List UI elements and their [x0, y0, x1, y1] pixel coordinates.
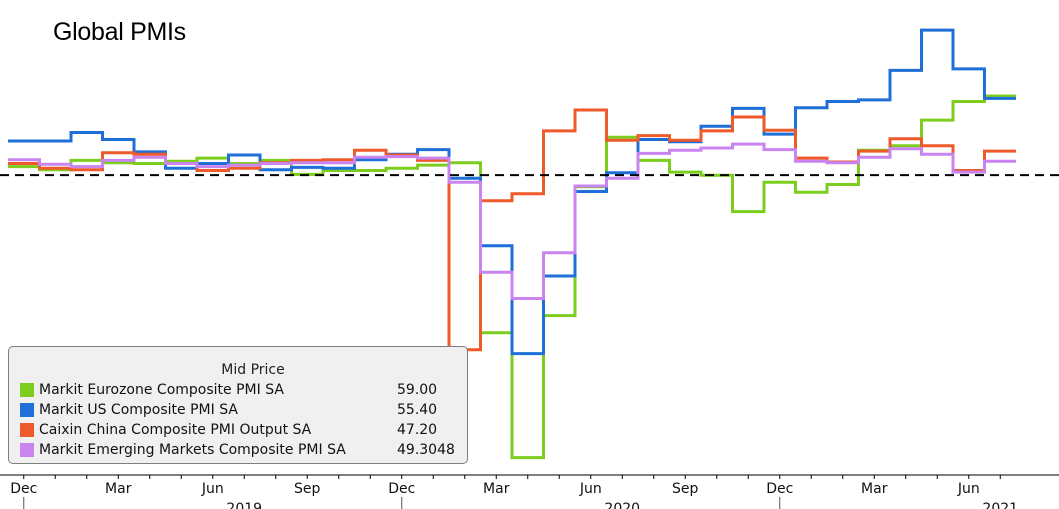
legend-title: Mid Price — [221, 362, 285, 378]
x-year-label: 2020 — [604, 501, 640, 509]
x-tick-label: Jun — [201, 481, 224, 497]
x-year-label: 2019 — [226, 501, 262, 509]
legend-swatch-emerging — [20, 443, 34, 457]
legend-item-emerging: Markit Emerging Markets Composite PMI SA… — [9, 440, 467, 460]
legend-value-eurozone: 59.00 — [397, 382, 438, 398]
legend: Mid Price Markit Eurozone Composite PMI … — [8, 346, 468, 464]
legend-item-us: Markit US Composite PMI SA 55.40 — [9, 400, 467, 420]
x-tick-label: Mar — [861, 481, 888, 497]
x-tick-label: Mar — [483, 481, 510, 497]
series-layer — [8, 28, 1016, 460]
legend-item-china: Caixin China Composite PMI Output SA 47.… — [9, 420, 467, 440]
legend-value-emerging: 49.3048 — [397, 442, 455, 458]
chart-title: Global PMIs — [53, 18, 186, 46]
series-line-0 — [8, 94, 1016, 460]
x-tick-label: Dec — [766, 481, 793, 497]
x-tick-label: Dec — [10, 481, 37, 497]
legend-label-eurozone: Markit Eurozone Composite PMI SA — [39, 382, 284, 398]
series-line-3 — [8, 142, 1016, 300]
x-tick-label: Jun — [579, 481, 602, 497]
legend-swatch-eurozone — [20, 383, 34, 397]
x-tick-label: Sep — [672, 481, 699, 497]
legend-swatch-us — [20, 403, 34, 417]
legend-item-eurozone: Markit Eurozone Composite PMI SA 59.00 — [9, 380, 467, 400]
x-year-label: 2021 — [982, 501, 1018, 509]
x-tick-label: Dec — [388, 481, 415, 497]
x-tick-label: Mar — [105, 481, 132, 497]
x-tick-label: Sep — [294, 481, 321, 497]
legend-label-emerging: Markit Emerging Markets Composite PMI SA — [39, 442, 346, 458]
legend-label-us: Markit US Composite PMI SA — [39, 402, 238, 418]
legend-value-us: 55.40 — [397, 402, 438, 418]
legend-value-china: 47.20 — [397, 422, 438, 438]
series-line-1 — [8, 28, 1016, 356]
x-tick-label: Jun — [957, 481, 980, 497]
legend-swatch-china — [20, 423, 34, 437]
legend-label-china: Caixin China Composite PMI Output SA — [39, 422, 312, 438]
